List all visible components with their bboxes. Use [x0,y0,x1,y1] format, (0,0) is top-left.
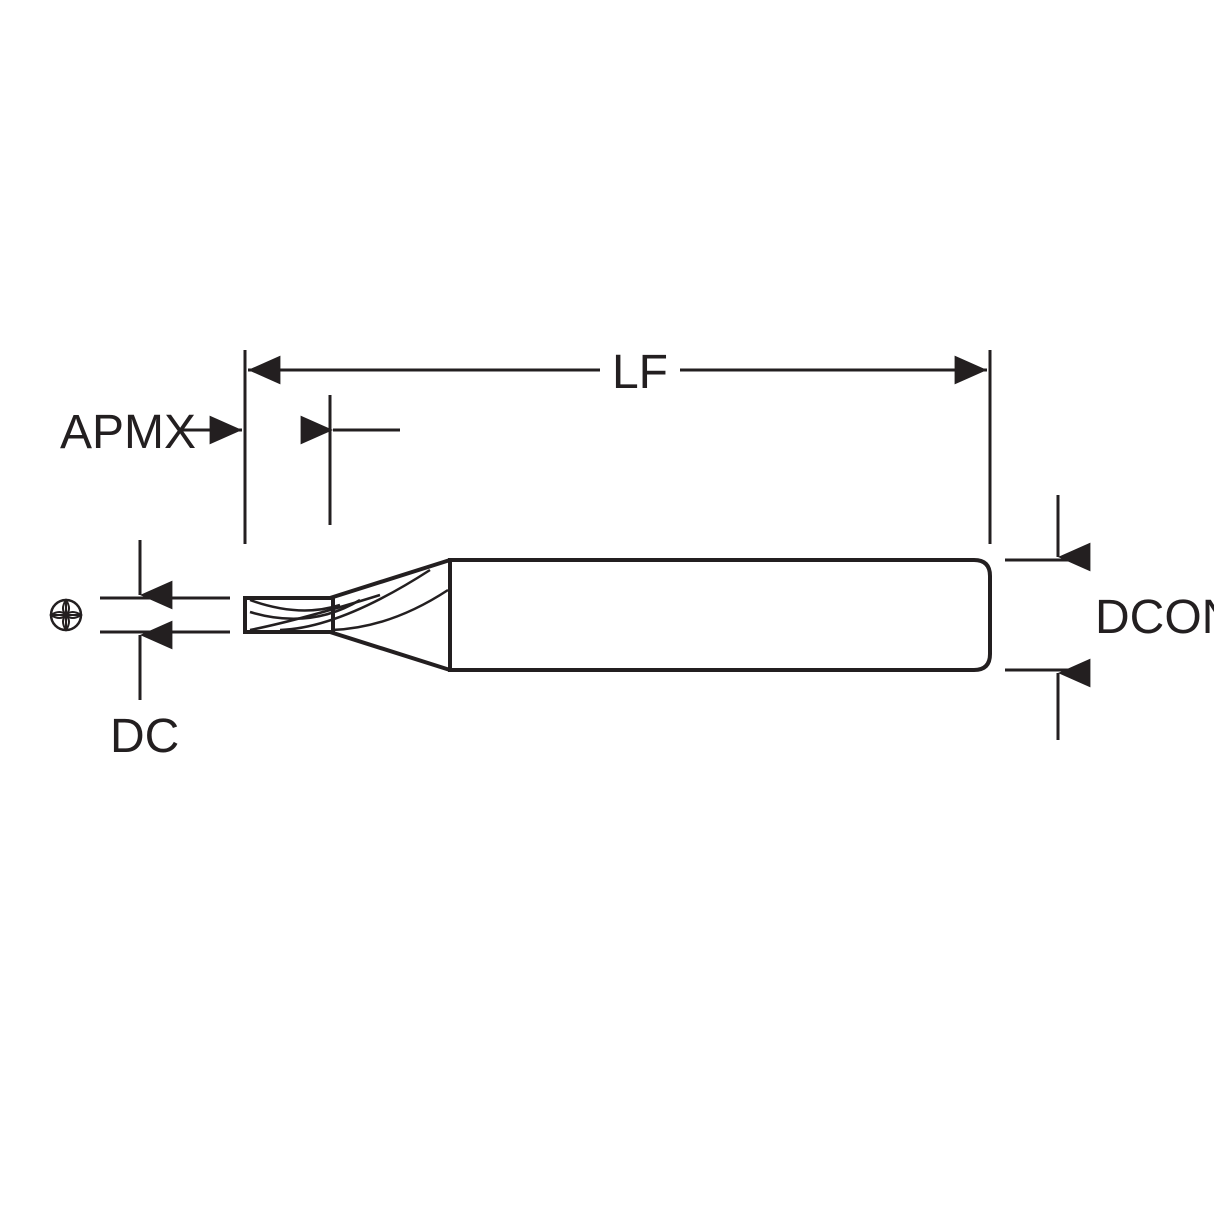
dc-label: DC [110,710,179,763]
endview-icon [51,600,81,630]
dc-dimension: DC [100,540,230,763]
endmill-tool [245,560,990,670]
apmx-dimension: APMX [60,395,400,525]
lf-dimension: LF [245,346,990,544]
dcon-label: DCON [1095,591,1214,644]
endmill-dimension-diagram: LF APMX [0,0,1214,1214]
flute-section [245,560,450,670]
lf-label: LF [612,346,668,399]
shank [450,560,990,670]
apmx-label: APMX [60,406,196,459]
dcon-dimension: DCON [1005,495,1214,740]
